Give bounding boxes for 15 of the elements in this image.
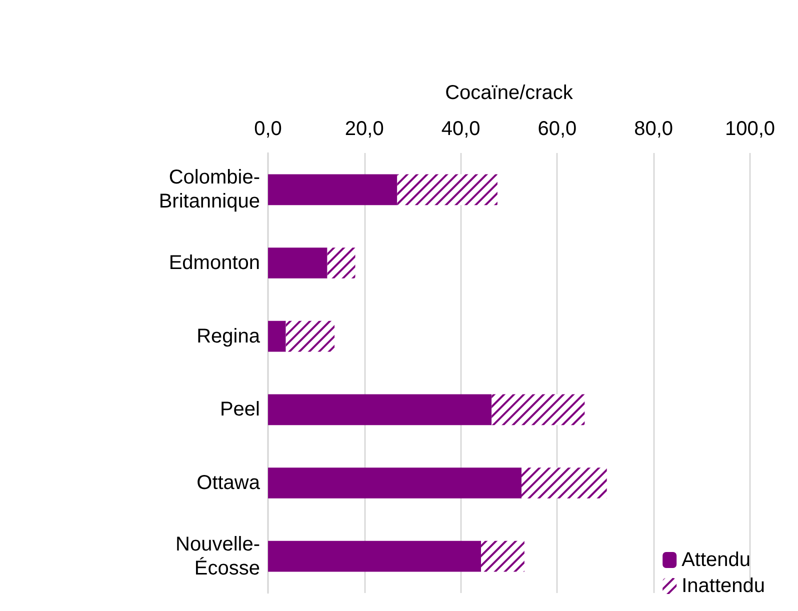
y-tick-label: Peel <box>220 398 260 421</box>
y-tick-label: Colombie-Britannique <box>158 166 260 213</box>
x-tick-label: 20,0 <box>344 118 384 140</box>
legend-label: Attendu <box>682 549 751 571</box>
y-tick-label: Edmonton <box>168 252 260 274</box>
y-tick-label: Regina <box>196 325 261 348</box>
legend-label: Inattendu <box>682 575 766 597</box>
x-tick-label: 0,0 <box>254 118 282 140</box>
x-tick-label: 40,0 <box>441 118 480 140</box>
y-tick-label: Nouvelle-Écosse <box>176 533 260 580</box>
y-tick-label: Ottawa <box>196 472 261 494</box>
x-tick-label: 80,0 <box>634 118 674 140</box>
x-axis-title: Cocaïne/crack <box>445 82 574 104</box>
x-tick-label: 100,0 <box>724 118 776 140</box>
x-tick-label: 60,0 <box>538 118 577 140</box>
